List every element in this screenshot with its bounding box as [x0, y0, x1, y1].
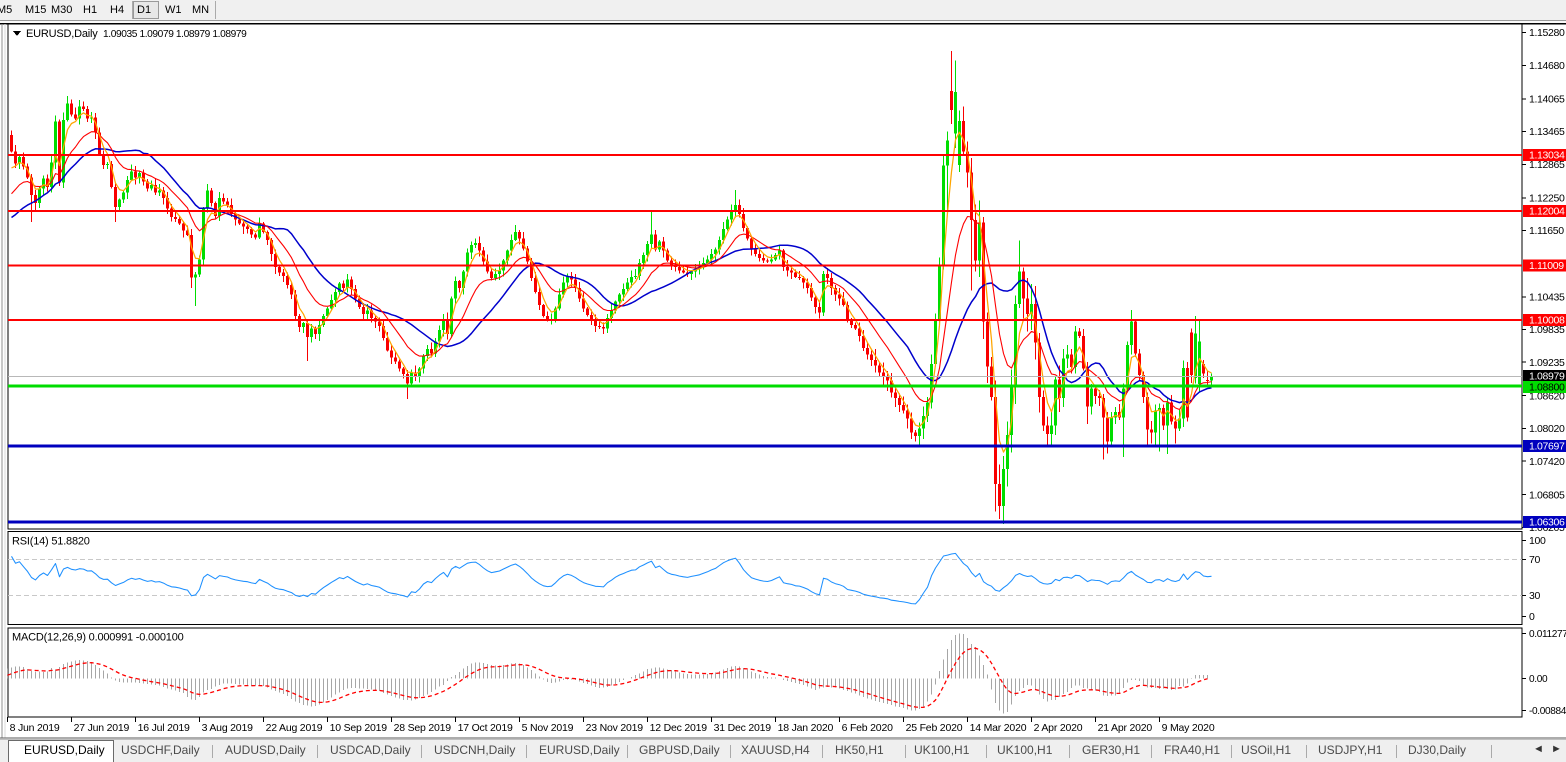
svg-text:-0.008845: -0.008845: [1529, 706, 1566, 717]
svg-text:28 Sep 2019: 28 Sep 2019: [394, 722, 452, 734]
svg-text:1.08800: 1.08800: [1529, 382, 1565, 394]
svg-text:1.13034: 1.13034: [1529, 150, 1565, 162]
svg-text:1.13465: 1.13465: [1529, 126, 1565, 138]
svg-text:1.09035 1.09079 1.08979 1.0897: 1.09035 1.09079 1.08979 1.08979: [103, 29, 247, 40]
svg-text:1.12004: 1.12004: [1529, 206, 1565, 218]
svg-text:25 Feb 2020: 25 Feb 2020: [906, 722, 963, 734]
svg-text:10 Sep 2019: 10 Sep 2019: [330, 722, 388, 734]
svg-text:0: 0: [1529, 611, 1535, 623]
svg-text:21 Apr 2020: 21 Apr 2020: [1098, 722, 1153, 734]
svg-text:1.09235: 1.09235: [1529, 357, 1565, 369]
svg-text:17 Oct 2019: 17 Oct 2019: [458, 722, 513, 734]
svg-text:1.15280: 1.15280: [1529, 27, 1565, 39]
svg-text:1.06805: 1.06805: [1529, 489, 1565, 501]
svg-text:8 Jun 2019: 8 Jun 2019: [10, 722, 60, 734]
svg-text:3 Aug 2019: 3 Aug 2019: [202, 722, 253, 734]
svg-text:2 Apr 2020: 2 Apr 2020: [1034, 722, 1083, 734]
svg-text:1.14680: 1.14680: [1529, 60, 1565, 72]
svg-text:23 Nov 2019: 23 Nov 2019: [586, 722, 644, 734]
svg-text:16 Jul 2019: 16 Jul 2019: [138, 722, 190, 734]
svg-text:27 Jun 2019: 27 Jun 2019: [74, 722, 130, 734]
svg-text:22 Aug 2019: 22 Aug 2019: [266, 722, 323, 734]
svg-text:1.14065: 1.14065: [1529, 94, 1565, 106]
svg-text:12 Dec 2019: 12 Dec 2019: [650, 722, 708, 734]
svg-text:1.07697: 1.07697: [1529, 441, 1565, 453]
svg-text:1.12865: 1.12865: [1529, 159, 1565, 171]
svg-text:1.09835: 1.09835: [1529, 324, 1565, 336]
svg-text:30: 30: [1529, 590, 1540, 602]
svg-text:6 Feb 2020: 6 Feb 2020: [842, 722, 893, 734]
svg-text:0.011277: 0.011277: [1529, 629, 1566, 640]
svg-text:100: 100: [1529, 535, 1546, 547]
svg-text:MACD(12,26,9) 0.000991 -0.0001: MACD(12,26,9) 0.000991 -0.000100: [12, 632, 184, 644]
svg-text:1.12250: 1.12250: [1529, 193, 1565, 205]
svg-text:1.11009: 1.11009: [1529, 260, 1564, 272]
svg-text:1.08620: 1.08620: [1529, 390, 1565, 402]
svg-text:1.10008: 1.10008: [1529, 315, 1565, 327]
svg-text:18 Jan 2020: 18 Jan 2020: [778, 722, 834, 734]
svg-text:1.07420: 1.07420: [1529, 456, 1565, 468]
svg-text:1.08020: 1.08020: [1529, 423, 1565, 435]
svg-text:9 May 2020: 9 May 2020: [1162, 722, 1215, 734]
svg-text:31 Dec 2019: 31 Dec 2019: [714, 722, 772, 734]
svg-text:RSI(14) 51.8820: RSI(14) 51.8820: [12, 536, 90, 548]
svg-text:1.10435: 1.10435: [1529, 292, 1565, 304]
svg-text:5 Nov 2019: 5 Nov 2019: [522, 722, 574, 734]
svg-text:14 Mar 2020: 14 Mar 2020: [970, 722, 1027, 734]
svg-text:1.11650: 1.11650: [1529, 225, 1564, 237]
svg-text:0.00: 0.00: [1529, 674, 1548, 685]
svg-text:1.06306: 1.06306: [1529, 517, 1565, 529]
svg-text:EURUSD,Daily: EURUSD,Daily: [26, 28, 98, 40]
svg-text:70: 70: [1529, 554, 1540, 566]
svg-text:1.08979: 1.08979: [1529, 371, 1565, 383]
